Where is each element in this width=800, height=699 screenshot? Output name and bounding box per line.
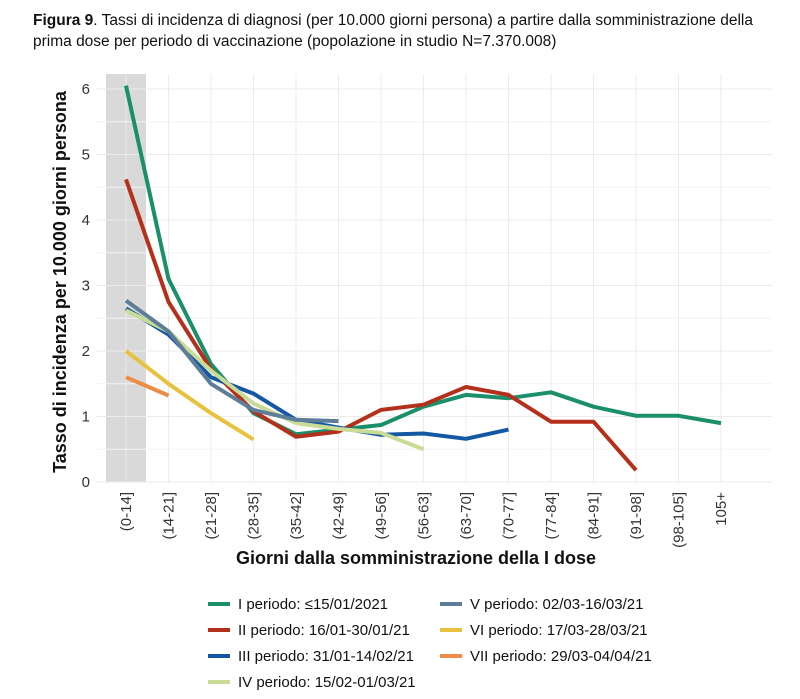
x-tick-label: (70-77] (501, 492, 518, 540)
legend-label: IV periodo: 15/02-01/03/21 (238, 674, 416, 691)
figure-label: Figura 9 (33, 12, 94, 29)
legend: I periodo: ≤15/01/2021 II periodo: 16/01-… (208, 596, 652, 691)
x-tick-label: (98-105] (671, 492, 688, 548)
figure-caption: Figura 9. Tassi di incidenza di diagnosi… (33, 10, 778, 52)
y-tick-label: 1 (82, 409, 90, 426)
legend-label: II periodo: 16/01-30/01/21 (238, 622, 410, 639)
x-tick-label: (91-98] (628, 492, 645, 540)
y-axis-title: Tasso di incidenza per 10.000 giorni per… (50, 90, 70, 473)
figure-caption-text: . Tassi di incidenza di diagnosi (per 10… (33, 12, 753, 50)
x-tick-label: (77-84] (543, 492, 560, 540)
legend-label: VI periodo: 17/03-28/03/21 (470, 622, 648, 639)
x-axis-title: Giorni dalla somministrazione della I do… (236, 548, 596, 568)
series-line-7 (125, 375, 170, 398)
x-tick-label: (14-21] (161, 492, 178, 540)
series-line-5 (124, 298, 339, 424)
legend-label: V periodo: 02/03-16/03/21 (470, 596, 643, 613)
y-tick-label: 2 (82, 343, 90, 360)
x-axis: (0-14] (14-21] (21-28] (28-35] (35-42] (42-49… (118, 492, 730, 548)
x-tick-label: (49-56] (373, 492, 390, 540)
legend-label: VII periodo: 29/03-04/04/21 (470, 648, 652, 665)
x-tick-label: 105+ (713, 492, 730, 526)
x-tick-label: (84-91] (586, 492, 603, 540)
series-line-6 (124, 349, 255, 442)
x-tick-label: (56-63] (416, 492, 433, 540)
x-tick-label: (63-70] (458, 492, 475, 540)
y-tick-label: 4 (82, 212, 90, 229)
y-tick-label: 5 (82, 147, 90, 164)
gridlines (96, 74, 772, 483)
series-lines (124, 85, 722, 472)
x-tick-label: (0-14] (118, 492, 135, 531)
x-tick-label: (42-49] (331, 492, 348, 540)
y-tick-label: 3 (82, 278, 90, 295)
x-tick-label: (21-28] (203, 492, 220, 540)
y-tick-label: 6 (82, 81, 90, 98)
y-tick-label: 0 (82, 474, 90, 491)
legend-label: III periodo: 31/01-14/02/21 (238, 648, 414, 665)
x-tick-label: (35-42] (288, 492, 305, 540)
legend-label: I periodo: ≤15/01/2021 (238, 596, 388, 613)
x-tick-label: (28-35] (246, 492, 263, 540)
y-axis: 0 1 2 3 4 5 6 (82, 81, 90, 491)
